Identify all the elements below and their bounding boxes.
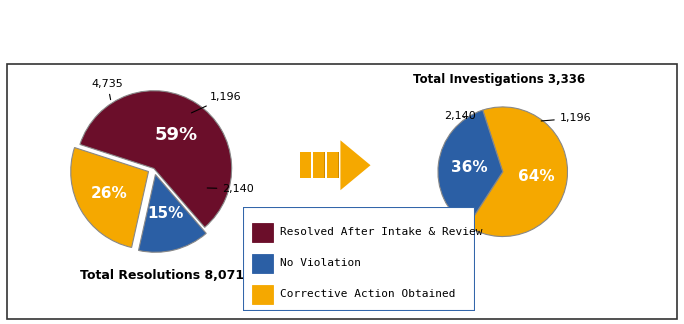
Text: Total Resolutions 8,071: Total Resolutions 8,071 bbox=[79, 269, 244, 282]
Text: 64%: 64% bbox=[518, 168, 555, 184]
Bar bbox=[252, 285, 273, 304]
Text: 26%: 26% bbox=[91, 186, 128, 202]
Text: 1,196: 1,196 bbox=[192, 92, 241, 113]
Bar bbox=[327, 152, 339, 178]
Wedge shape bbox=[80, 91, 232, 227]
Text: 1,196: 1,196 bbox=[541, 113, 592, 123]
Text: Resolved After Intake & Review: Resolved After Intake & Review bbox=[280, 227, 482, 237]
Bar bbox=[324, 152, 325, 178]
Bar bbox=[300, 152, 311, 178]
Wedge shape bbox=[139, 175, 207, 252]
Text: Total Investigations 3,336: Total Investigations 3,336 bbox=[413, 73, 586, 86]
Text: 4,735: 4,735 bbox=[92, 79, 123, 100]
Bar bbox=[313, 152, 325, 178]
Wedge shape bbox=[438, 110, 503, 226]
Bar bbox=[338, 152, 339, 178]
Text: January 1, 2009 through December 31, 2009: January 1, 2009 through December 31, 200… bbox=[168, 39, 516, 52]
Text: No Violation: No Violation bbox=[280, 258, 361, 268]
Text: Corrective Action Obtained: Corrective Action Obtained bbox=[280, 289, 456, 299]
Text: 15%: 15% bbox=[147, 206, 183, 221]
Text: Enforcement Results: Enforcement Results bbox=[236, 10, 448, 28]
Bar bbox=[252, 223, 273, 242]
Polygon shape bbox=[341, 140, 371, 190]
Text: 2,140: 2,140 bbox=[207, 184, 254, 194]
Wedge shape bbox=[70, 147, 148, 248]
Text: 59%: 59% bbox=[155, 126, 198, 144]
Text: 2,140: 2,140 bbox=[445, 110, 476, 121]
Wedge shape bbox=[467, 107, 568, 237]
Text: 36%: 36% bbox=[451, 160, 488, 175]
Bar bbox=[252, 254, 273, 273]
